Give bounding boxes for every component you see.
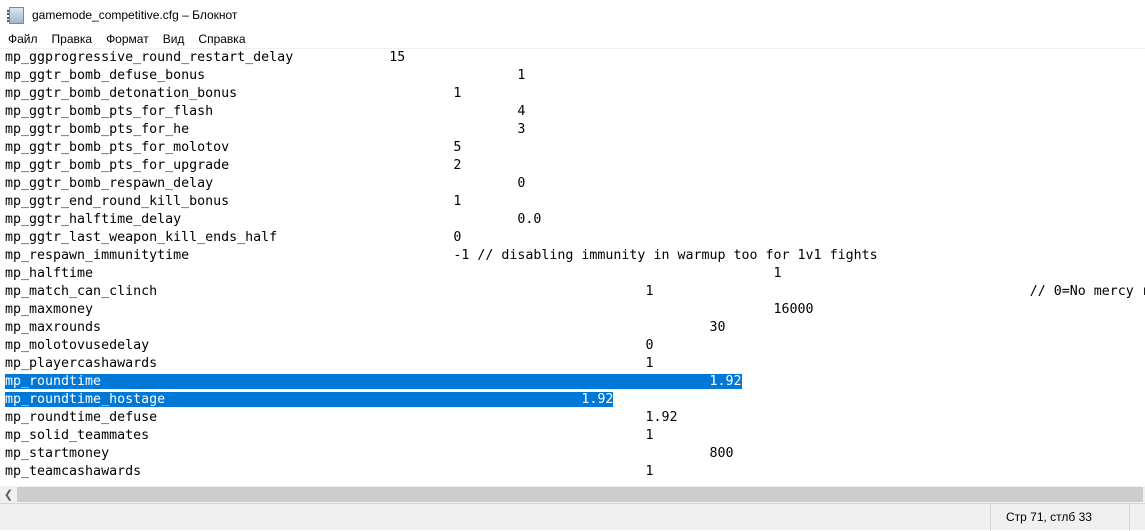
text-line[interactable]: mp_startmoney 800 [0, 445, 1145, 463]
text-line[interactable]: mp_roundtime_hostage 1.92 [0, 391, 1145, 409]
text-line[interactable]: mp_teamcashawards 1 [0, 463, 1145, 481]
text-line[interactable]: mp_solid_teammates 1 [0, 427, 1145, 445]
text-line[interactable]: mp_ggtr_end_round_kill_bonus 1 [0, 193, 1145, 211]
text-editor[interactable]: mp_ggprogressive_round_restart_delay 15 m… [0, 49, 1145, 486]
line-text: mp_halftime 1 [5, 266, 782, 281]
menu-bar: Файл Правка Формат Вид Справка [0, 30, 1145, 49]
line-text: mp_ggprogressive_round_restart_delay 15 [5, 50, 406, 65]
text-line[interactable]: mp_maxmoney 16000 [0, 301, 1145, 319]
line-text: mp_solid_teammates 1 [5, 428, 654, 443]
text-line[interactable]: mp_ggtr_bomb_pts_for_he 3 [0, 121, 1145, 139]
notepad-icon [7, 6, 24, 24]
text-line[interactable]: mp_playercashawards 1 [0, 355, 1145, 373]
menu-view[interactable]: Вид [162, 32, 185, 46]
text-line[interactable]: mp_ggprogressive_round_restart_delay 15 [0, 49, 1145, 67]
line-text: mp_ggtr_halftime_delay 0.0 [5, 212, 542, 227]
line-text: mp_ggtr_bomb_detonation_bonus 1 [5, 86, 462, 101]
line-text: mp_roundtime 1.92 [5, 374, 742, 389]
menu-file[interactable]: Файл [8, 32, 38, 46]
menu-help[interactable]: Справка [198, 32, 246, 46]
text-line[interactable]: mp_ggtr_bomb_respawn_delay 0 [0, 175, 1145, 193]
text-line[interactable]: mp_ggtr_last_weapon_kill_ends_half 0 [0, 229, 1145, 247]
line-text: mp_respawn_immunitytime -1 // disabling … [5, 248, 878, 263]
window-title: gamemode_competitive.cfg – Блокнот [32, 8, 238, 22]
line-text: mp_ggtr_end_round_kill_bonus 1 [5, 194, 462, 209]
line-text: mp_roundtime_defuse 1.92 [5, 410, 678, 425]
line-text: mp_ggtr_bomb_pts_for_he 3 [5, 122, 526, 137]
text-line[interactable]: mp_ggtr_bomb_pts_for_flash 4 [0, 103, 1145, 121]
line-text: mp_roundtime_hostage 1.92 [5, 392, 614, 407]
text-line[interactable]: mp_match_can_clinch 1 // 0=No mercy rule… [0, 283, 1145, 301]
menu-edit[interactable]: Правка [51, 32, 93, 46]
text-line[interactable]: mp_ggtr_bomb_pts_for_molotov 5 [0, 139, 1145, 157]
text-line[interactable]: mp_ggtr_bomb_defuse_bonus 1 [0, 67, 1145, 85]
line-text: mp_ggtr_bomb_pts_for_molotov 5 [5, 140, 462, 155]
line-text: mp_match_can_clinch 1 // 0=No mercy rule… [5, 284, 1145, 299]
line-text: mp_ggtr_bomb_defuse_bonus 1 [5, 68, 526, 83]
text-line[interactable]: mp_roundtime_defuse 1.92 [0, 409, 1145, 427]
line-text: mp_ggtr_bomb_pts_for_flash 4 [5, 104, 526, 119]
line-text: mp_maxmoney 16000 [5, 302, 814, 317]
scroll-left-icon[interactable]: ❮ [3, 489, 14, 501]
line-text: mp_teamcashawards 1 [5, 464, 654, 479]
scrollbar-thumb[interactable] [17, 487, 1143, 502]
cursor-position: Стр 71, стлб 33 [990, 504, 1130, 531]
line-text: mp_ggtr_bomb_pts_for_upgrade 2 [5, 158, 462, 173]
menu-format[interactable]: Формат [106, 32, 149, 46]
line-text: mp_startmoney 800 [5, 446, 734, 461]
status-bar: Стр 71, стлб 33 [0, 503, 1145, 531]
text-line[interactable]: mp_halftime 1 [0, 265, 1145, 283]
line-text: mp_molotovusedelay 0 [5, 338, 654, 353]
line-text: mp_ggtr_bomb_respawn_delay 0 [5, 176, 526, 191]
title-bar: gamemode_competitive.cfg – Блокнот [0, 0, 1145, 30]
text-line[interactable]: mp_ggtr_bomb_detonation_bonus 1 [0, 85, 1145, 103]
text-line[interactable]: mp_respawn_immunitytime -1 // disabling … [0, 247, 1145, 265]
line-text: mp_ggtr_last_weapon_kill_ends_half 0 [5, 230, 462, 245]
horizontal-scrollbar[interactable]: ❮ [0, 486, 1145, 503]
text-line[interactable]: mp_ggtr_halftime_delay 0.0 [0, 211, 1145, 229]
line-text: mp_maxrounds 30 [5, 320, 726, 335]
text-line[interactable]: mp_roundtime 1.92 [0, 373, 1145, 391]
text-line[interactable]: mp_molotovusedelay 0 [0, 337, 1145, 355]
text-line[interactable]: mp_maxrounds 30 [0, 319, 1145, 337]
text-line[interactable]: mp_ggtr_bomb_pts_for_upgrade 2 [0, 157, 1145, 175]
line-text: mp_playercashawards 1 [5, 356, 654, 371]
